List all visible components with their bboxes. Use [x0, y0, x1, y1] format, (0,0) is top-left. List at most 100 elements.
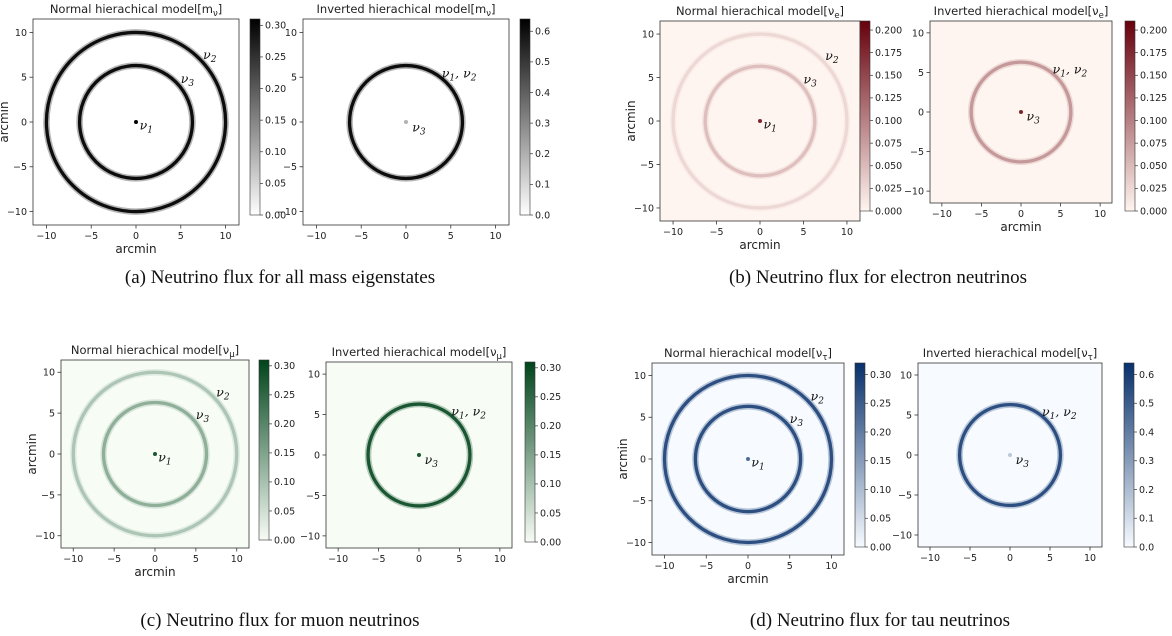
x-tick-label: 0	[757, 227, 763, 238]
ring-annotation: ν1, ν2	[451, 403, 486, 421]
panel-6: −10 −5 0 5 10 −10 −5 0 5 10 Inverted hierachical m…	[300, 345, 561, 565]
x-tick-label: −10	[932, 209, 952, 220]
ring-1	[662, 373, 834, 545]
y-tick-label: −5	[13, 162, 27, 173]
colorbar-tick-label: 0.2	[535, 149, 550, 160]
ring-annotation: ν1	[140, 118, 153, 136]
colorbar-tick-label: 0.000	[875, 206, 902, 217]
y-tick-label: −5	[306, 491, 320, 502]
colorbar-tick-label: 0.4	[1139, 427, 1154, 438]
x-tick-label: 0	[1007, 553, 1013, 564]
colorbar-tick-label: 0.6	[1139, 370, 1154, 381]
y-tick-label: −10	[7, 207, 27, 218]
colorbar-tick-label: 0.05	[265, 179, 286, 190]
ring-annotation: ν2	[216, 385, 230, 403]
y-tick-label: 5	[21, 73, 27, 84]
colorbar-tick-label: 0.20	[265, 84, 286, 95]
colorbar-tick-label: 0.2	[1139, 485, 1154, 496]
x-tick-label: 0	[403, 231, 409, 242]
colorbar	[1124, 20, 1136, 212]
ring-annotation: ν1	[763, 116, 776, 134]
x-tick-label: −10	[306, 231, 326, 242]
panel-title: Inverted hierachical model[νe]	[934, 4, 1109, 21]
x-tick-label: 5	[1058, 209, 1064, 220]
colorbar-tick-label: 0.050	[875, 161, 902, 172]
ring-2	[693, 404, 803, 514]
ring-annotation: ν3	[803, 71, 817, 89]
caption-b: (b) Neutrino flux for electron neutrinos	[729, 267, 1027, 288]
center-source-dot	[417, 453, 421, 457]
y-tick-label: −5	[910, 147, 924, 158]
ring-annotation: ν3	[1016, 452, 1030, 470]
x-tick-label: −10	[36, 231, 56, 242]
x-tick-label: 10	[825, 561, 837, 572]
y-tick-label: 0	[314, 450, 320, 461]
colorbar-tick-label: 0.200	[1140, 25, 1167, 36]
panel-1: −10 −5 0 5 10 −10 −5 0 5 10 Normal hierachical mod…	[0, 2, 286, 256]
center-source-dot	[1008, 453, 1012, 457]
colorbar-tick-label: 0.20	[274, 419, 295, 430]
y-tick-label: 10	[900, 370, 912, 381]
colorbar-tick-label: 0.15	[540, 450, 561, 461]
ring-annotation: ν3	[1027, 109, 1041, 127]
panel-title: Inverted hierachical model[ντ]	[923, 346, 1098, 363]
x-tick-label: 5	[178, 231, 184, 242]
ring-annotation: ν1, ν2	[1042, 404, 1077, 422]
colorbar-tick-label: 0.10	[274, 477, 295, 488]
panel-4: −10 −5 0 5 10 −10 −5 0 5 10 Inverted hierachical m…	[904, 4, 1167, 234]
ring-annotation: ν1, ν2	[442, 66, 477, 84]
colorbar-tick-label: 0.125	[1140, 93, 1167, 104]
colorbar-tick-label: 0.00	[274, 535, 295, 546]
ring-annotation: ν1	[158, 449, 171, 467]
colorbar-tick-label: 0.00	[540, 537, 561, 548]
ring-1	[366, 402, 472, 508]
x-axis-label: arcmin	[1000, 220, 1041, 234]
y-tick-label: −10	[277, 207, 297, 218]
y-tick-label: 10	[285, 28, 297, 39]
colorbar-tick-label: 0.025	[1140, 184, 1167, 195]
colorbar-tick-label: 0.4	[535, 88, 550, 99]
x-tick-label: 10	[220, 231, 232, 242]
caption-a: (a) Neutrino flux for all mass eigenstat…	[125, 267, 435, 288]
y-tick-label: 10	[912, 28, 924, 39]
ring-1	[671, 32, 849, 210]
colorbar-tick-label: 0.30	[870, 370, 891, 381]
colorbar-tick-label: 0.175	[1140, 48, 1167, 59]
colorbar-tick-label: 0.30	[540, 363, 561, 374]
colorbar-tick-label: 0.075	[1140, 138, 1167, 149]
colorbar-tick-label: 0.10	[870, 485, 891, 496]
x-tick-label: 10	[490, 231, 502, 242]
x-tick-label: −5	[372, 554, 386, 565]
x-tick-label: 5	[1047, 553, 1053, 564]
y-tick-label: 10	[43, 368, 55, 379]
colorbar-tick-label: 0.150	[875, 71, 902, 82]
y-tick-label: −5	[640, 160, 654, 171]
x-axis-label: arcmin	[134, 565, 175, 579]
colorbar-tick-label: 0.1	[535, 180, 550, 191]
ring-2	[703, 64, 817, 178]
colorbar-tick-label: 0.5	[535, 57, 550, 68]
y-tick-label: −10	[35, 531, 55, 542]
x-tick-label: −5	[107, 554, 121, 565]
colorbar-tick-label: 0.5	[1139, 399, 1154, 410]
x-tick-label: 10	[494, 554, 506, 565]
x-axis-label: arcmin	[115, 242, 156, 256]
y-tick-label: 10	[308, 370, 320, 381]
x-tick-label: 0	[1018, 209, 1024, 220]
panel-title: Normal hierachical model[mν]	[50, 2, 222, 19]
colorbar-tick-label: 0.1	[1139, 514, 1154, 525]
x-tick-label: −5	[974, 209, 988, 220]
colorbar-tick-label: 0.30	[274, 361, 295, 372]
caption-d: (d) Neutrino flux for tau neutrinos	[750, 610, 1010, 631]
center-source-dot	[746, 457, 750, 461]
x-tick-label: 10	[1084, 553, 1096, 564]
x-tick-label: −10	[328, 554, 348, 565]
x-tick-label: 0	[416, 554, 422, 565]
y-axis-label: arcmin	[624, 100, 638, 141]
x-tick-label: −5	[354, 231, 368, 242]
y-tick-label: 0	[291, 117, 297, 128]
x-tick-label: −10	[654, 561, 674, 572]
y-tick-label: −10	[626, 538, 646, 549]
colorbar	[524, 361, 536, 543]
